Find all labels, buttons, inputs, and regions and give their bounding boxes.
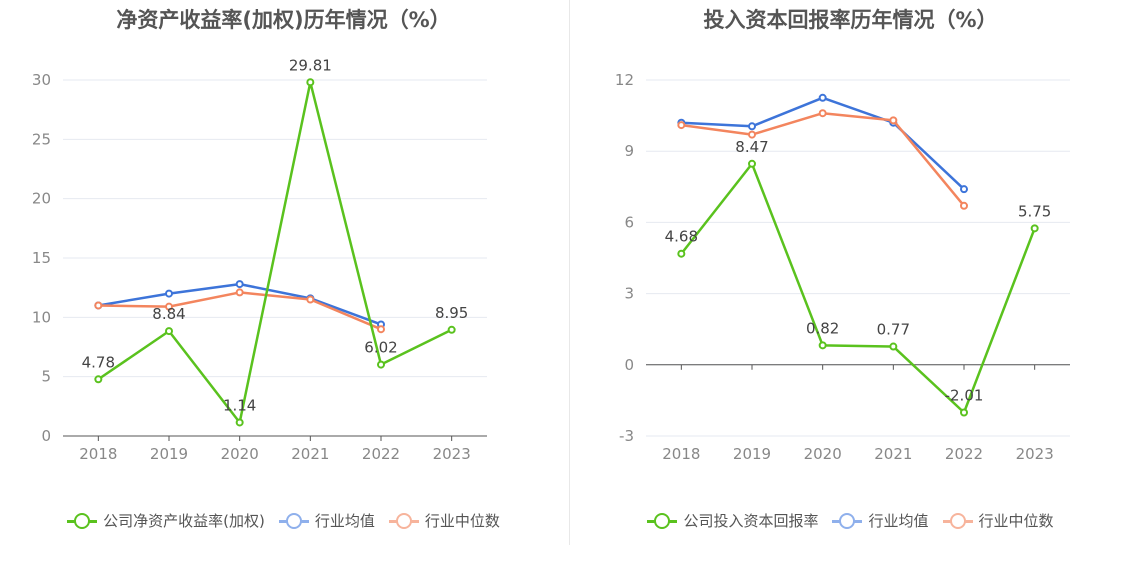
data-label: 4.78 (82, 353, 115, 371)
data-point (748, 122, 756, 131)
legend-item-industry-median[interactable]: 行业中位数 (942, 510, 1054, 531)
x-tick-label: 2022 (362, 445, 400, 463)
legend-swatch-green (647, 512, 678, 529)
roe-chart-panel: 净资产收益率(加权)历年情况（%） 0 5 10 15 20 25 30 2018 2019 20… (0, 8, 567, 531)
y-tick-label: 0 (41, 427, 51, 445)
y-tick-label: 12 (615, 71, 634, 89)
x-tick-label: 2022 (945, 445, 983, 463)
data-label: 8.84 (152, 305, 185, 323)
legend-label: 公司净资产收益率(加权) (103, 512, 265, 530)
legend-item-industry-median[interactable]: 行业中位数 (388, 510, 500, 531)
data-point (377, 325, 385, 334)
data-point (818, 109, 827, 118)
data-point (235, 418, 244, 427)
data-point (960, 408, 968, 417)
data-point (677, 249, 686, 258)
legend-label: 公司投入资本回报率 (683, 512, 819, 530)
legend-swatch-orange (942, 512, 973, 529)
data-point (748, 130, 756, 139)
data-label: -2.01 (945, 387, 984, 405)
legend-item-industry-mean[interactable]: 行业均值 (278, 510, 375, 531)
x-tick-label: 2023 (1016, 445, 1054, 463)
data-label: 8.47 (735, 138, 768, 156)
y-tick-label: 3 (624, 285, 634, 303)
chart-legend: 公司投入资本回报率 行业均值 行业中位数 (567, 510, 1134, 531)
chart-title: 投入资本回报率历年情况（%） (703, 8, 998, 32)
data-point (818, 341, 827, 350)
legend-swatch-orange (388, 512, 419, 529)
data-label: 4.68 (665, 228, 698, 246)
legend-item-company-roic[interactable]: 公司投入资本回报率 (647, 510, 818, 531)
data-point (960, 185, 968, 194)
y-tick-label: 0 (624, 356, 634, 374)
x-tick-label: 2021 (291, 445, 329, 463)
data-point (306, 78, 315, 87)
x-tick-label: 2020 (804, 445, 842, 463)
y-tick-label: 15 (32, 249, 51, 267)
data-point (94, 375, 103, 384)
legend-label: 行业均值 (868, 512, 929, 530)
data-point (165, 302, 173, 311)
y-tick-label: 25 (32, 130, 51, 148)
x-tick-label: 2023 (433, 445, 471, 463)
data-label: 0.77 (877, 321, 910, 339)
data-label: 0.82 (806, 319, 839, 337)
x-tick-label: 2018 (662, 445, 700, 463)
data-label: 5.75 (1018, 202, 1051, 220)
data-point (377, 360, 385, 369)
legend-swatch-green (67, 512, 98, 529)
x-tick-label: 2020 (221, 445, 259, 463)
chart-title: 净资产收益率(加权)历年情况（%） (116, 8, 451, 32)
legend-label: 行业均值 (314, 512, 375, 530)
legend-item-company-roe[interactable]: 公司净资产收益率(加权) (67, 510, 265, 531)
y-tick-label: 20 (32, 190, 51, 208)
y-tick-label: -3 (619, 427, 634, 445)
data-point (165, 289, 173, 298)
data-point (818, 93, 827, 102)
legend-item-industry-mean[interactable]: 行业均值 (832, 510, 929, 531)
data-point (235, 280, 244, 289)
legend-label: 行业中位数 (978, 512, 1054, 530)
roic-line-chart: -3 0 3 6 9 12 2018 2019 2020 2021 2022 2023 4.68 8.47… (615, 71, 1070, 463)
roe-line-chart: 0 5 10 15 20 25 30 2018 2019 2020 2021 2022 2023 4.78… (32, 56, 487, 463)
data-point (748, 159, 756, 168)
y-tick-label: 6 (624, 213, 634, 231)
series-line (680, 162, 1036, 414)
data-point (165, 327, 173, 336)
series-line (681, 111, 965, 207)
chart-legend: 公司净资产收益率(加权) 行业均值 行业中位数 (0, 510, 567, 531)
legend-label: 行业中位数 (424, 512, 500, 530)
data-point (889, 116, 898, 125)
x-tick-label: 2018 (79, 445, 117, 463)
legend-swatch-blue (278, 512, 309, 529)
data-label: 1.14 (223, 396, 256, 414)
data-point (447, 325, 456, 334)
panel-divider (569, 0, 570, 545)
data-label: 6.02 (364, 339, 397, 357)
data-point (1030, 224, 1039, 233)
roic-chart-panel: 投入资本回报率历年情况（%） -3 0 3 6 9 12 2018 2019 2020 2021 2… (567, 0, 1134, 582)
data-label: 29.81 (289, 56, 332, 74)
data-point (677, 121, 686, 130)
data-point (889, 342, 898, 351)
data-point (960, 201, 968, 210)
data-label: 8.95 (435, 304, 468, 322)
data-point (94, 301, 103, 310)
y-tick-label: 10 (32, 308, 51, 326)
data-point (306, 295, 315, 304)
legend-swatch-blue (832, 512, 863, 529)
x-tick-label: 2019 (733, 445, 771, 463)
data-point (235, 288, 244, 297)
y-tick-label: 5 (41, 368, 51, 386)
series-line (97, 81, 453, 424)
y-tick-label: 9 (624, 142, 634, 160)
x-tick-label: 2019 (150, 445, 188, 463)
y-tick-label: 30 (32, 71, 51, 89)
x-tick-label: 2021 (874, 445, 912, 463)
